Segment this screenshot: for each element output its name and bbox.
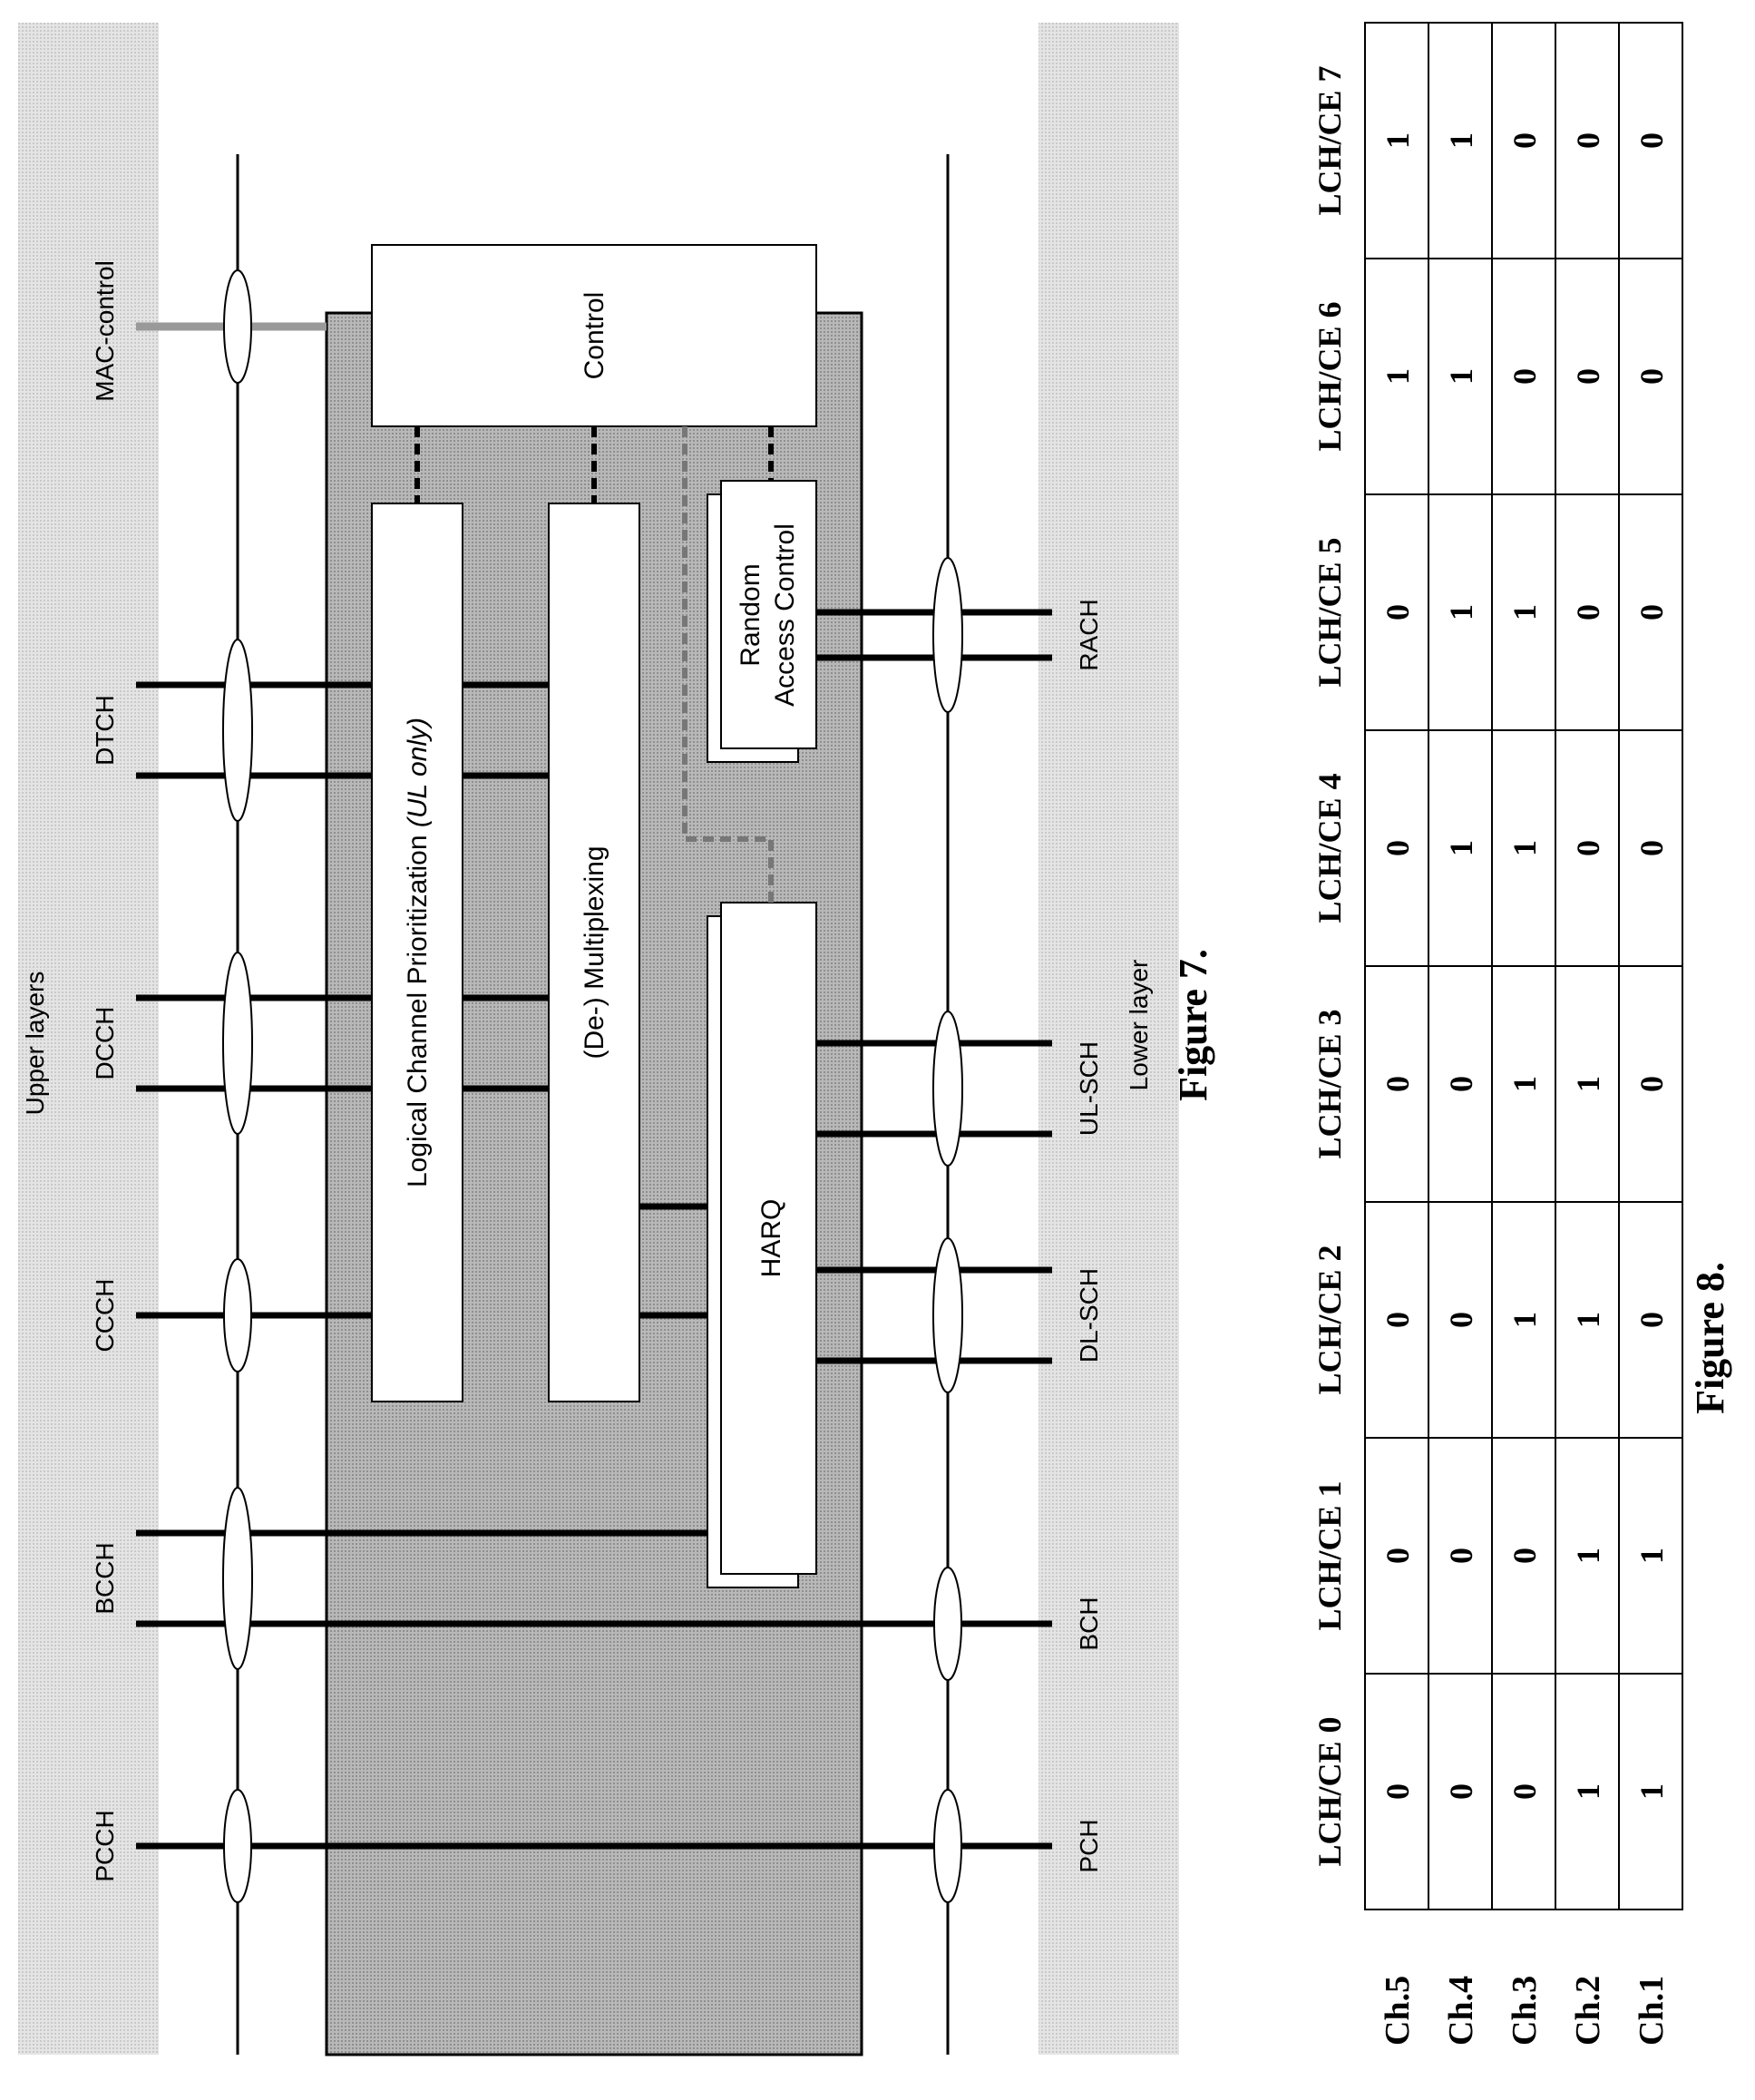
table-row-label: Ch.5 (1379, 1976, 1417, 2046)
table-cell: 1 (1570, 1076, 1606, 1092)
table-row-label: Ch.2 (1569, 1976, 1607, 2046)
sap-ellipse-rach (933, 558, 962, 712)
sap-ellipse-mac-control (224, 270, 251, 383)
table-cell: 1 (1443, 604, 1479, 620)
upper-layers-label: Upper layers (21, 972, 49, 1116)
table-cell: 0 (1506, 368, 1543, 385)
label-rach: RACH (1075, 599, 1103, 670)
mux-label: (De-) Multiplexing (580, 845, 609, 1059)
table-cell: 1 (1633, 1783, 1670, 1800)
table-cell: 1 (1443, 368, 1479, 385)
table-cell: 0 (1380, 1783, 1416, 1800)
label-pch: PCH (1075, 1819, 1103, 1872)
table-cell: 1 (1506, 1076, 1543, 1092)
figure-8-caption: Figure 8. (1688, 1262, 1732, 1414)
table-cell: 0 (1380, 1076, 1416, 1092)
table-cell: 0 (1506, 1783, 1543, 1800)
label-bch: BCH (1075, 1597, 1103, 1650)
table-cell: 1 (1506, 604, 1543, 620)
label-pcch: PCCH (91, 1810, 119, 1881)
table-column-header: LCH/CE 7 (1311, 65, 1348, 215)
table-cell: 1 (1443, 840, 1479, 856)
sap-ellipse-ul-sch (933, 1011, 962, 1166)
table-cell: 0 (1380, 840, 1416, 856)
figure-8: LCH/CE 0 LCH/CE 1 LCH/CE 2 LCH/CE 3 LCH/CE 4… (1311, 23, 1732, 2046)
table-cell: 0 (1380, 1312, 1416, 1328)
figure-7-caption: Figure 7. (1171, 949, 1215, 1101)
sap-ellipse-ccch (224, 1259, 251, 1372)
figure-7: Upper layers Lower layer PCCH BCCH CCCH … (18, 23, 1215, 2055)
table-cell: 0 (1506, 1548, 1543, 1564)
table-cell: 0 (1633, 1076, 1670, 1092)
label-dcch: DCCH (91, 1007, 119, 1080)
table-cell: 0 (1570, 840, 1606, 856)
table-cell: 1 (1570, 1548, 1606, 1564)
table-cell: 0 (1506, 132, 1543, 149)
table-cell: 0 (1633, 132, 1670, 149)
table-cell: 1 (1443, 132, 1479, 149)
table-cell: 0 (1570, 604, 1606, 620)
table-column-header: LCH/CE 4 (1311, 773, 1348, 923)
table-cell: 1 (1570, 1312, 1606, 1328)
control-label: Control (580, 292, 609, 380)
table-cell: 0 (1633, 840, 1670, 856)
harq-label: HARQ (756, 1199, 786, 1278)
table-row-label: Ch.1 (1633, 1976, 1671, 2046)
sap-ellipse-dcch (223, 952, 252, 1134)
sap-ellipse-dl-sch (933, 1238, 962, 1392)
label-ul-sch: UL-SCH (1075, 1041, 1103, 1136)
lower-layer-label: Lower layer (1125, 960, 1153, 1091)
table-row-label: Ch.4 (1442, 1976, 1480, 2046)
table-row-label: Ch.3 (1506, 1976, 1544, 2046)
label-dl-sch: DL-SCH (1075, 1268, 1103, 1363)
table-cell: 1 (1380, 368, 1416, 385)
label-ccch: CCCH (91, 1279, 119, 1353)
table-column-header: LCH/CE 5 (1311, 537, 1348, 687)
rac-label-2: Access Control (770, 523, 800, 707)
rac-label-1: Random (736, 563, 765, 666)
lch-ce-table: LCH/CE 0 LCH/CE 1 LCH/CE 2 LCH/CE 3 LCH/CE 4… (1311, 23, 1682, 2046)
lower-layer-band (1038, 23, 1179, 2055)
sap-ellipse-pch (934, 1790, 961, 1902)
lcp-label: Logical Channel Prioritization (UL only) (403, 718, 433, 1187)
table-cell: 1 (1633, 1548, 1670, 1564)
table-cell: 1 (1506, 840, 1543, 856)
table-cell: 0 (1443, 1548, 1479, 1564)
table-column-header: LCH/CE 1 (1311, 1480, 1348, 1630)
table-cell: 0 (1380, 604, 1416, 620)
sap-ellipse-pcch (224, 1790, 251, 1902)
table-cell: 0 (1633, 368, 1670, 385)
table-cell: 0 (1633, 604, 1670, 620)
table-cell: 0 (1570, 132, 1606, 149)
table-cell: 1 (1570, 1783, 1606, 1800)
label-mac-control: MAC-control (91, 260, 119, 402)
table-cell: 0 (1443, 1076, 1479, 1092)
label-dtch: DTCH (91, 695, 119, 766)
table-cell: 0 (1570, 368, 1606, 385)
table-cell: 0 (1380, 1548, 1416, 1564)
table-cell: 0 (1443, 1783, 1479, 1800)
table-column-header: LCH/CE 3 (1311, 1009, 1348, 1158)
sap-ellipse-dtch (223, 640, 252, 821)
table-column-header: LCH/CE 0 (1311, 1716, 1348, 1866)
label-bcch: BCCH (91, 1542, 119, 1614)
table-cell: 0 (1443, 1312, 1479, 1328)
sap-ellipse-bcch (223, 1488, 252, 1669)
table-cell: 1 (1506, 1312, 1543, 1328)
table-column-header: LCH/CE 2 (1311, 1245, 1348, 1394)
table-column-header: LCH/CE 6 (1311, 301, 1348, 451)
sap-ellipse-bch (934, 1568, 961, 1680)
table-cell: 1 (1380, 132, 1416, 149)
table-cell: 0 (1633, 1312, 1670, 1328)
